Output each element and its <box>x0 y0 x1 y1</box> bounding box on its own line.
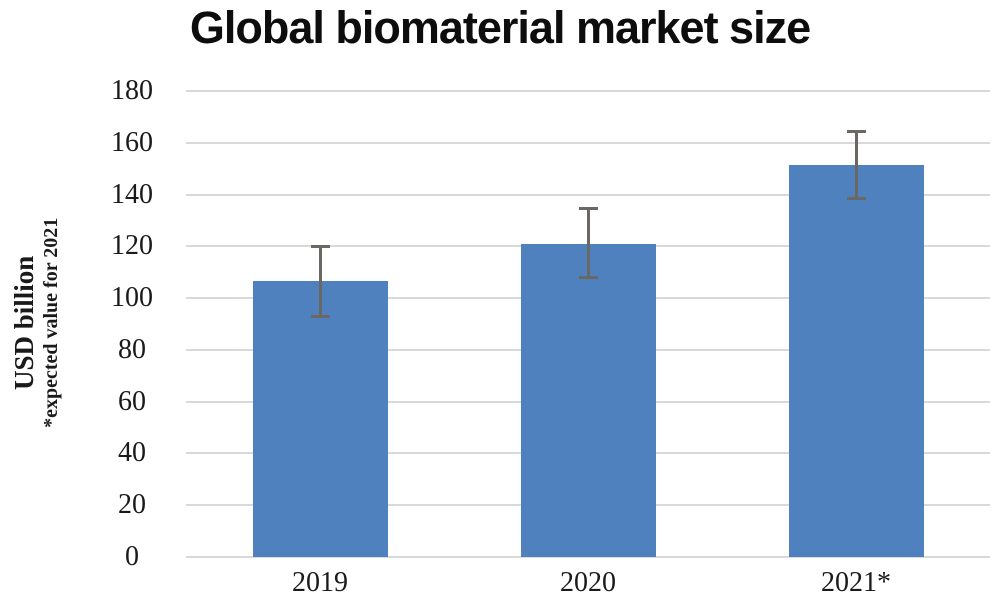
error-cap-top-2021* <box>846 129 866 133</box>
error-bar-2021* <box>854 131 858 199</box>
gridline-140 <box>186 193 990 196</box>
y-axis-title-text: USD billion <box>9 255 40 390</box>
bar-2021* <box>788 164 924 557</box>
error-cap-bottom-2019 <box>310 314 330 318</box>
y-tick-label-40: 40 <box>118 437 146 469</box>
bar-2020 <box>520 243 656 557</box>
y-tick-label-120: 120 <box>111 230 153 262</box>
chart-title: Global biomaterial market size <box>189 2 811 53</box>
y-tick-label-20: 20 <box>118 489 146 521</box>
y-axis-footnote: *expected value for 2021 <box>39 217 62 428</box>
gridline-180 <box>186 90 990 92</box>
error-bar-2019 <box>318 246 322 317</box>
y-tick-label-80: 80 <box>118 333 146 365</box>
y-tick-label-60: 60 <box>118 385 146 417</box>
error-cap-bottom-2020 <box>578 275 598 279</box>
error-cap-top-2019 <box>310 244 330 248</box>
plot-area <box>186 90 990 558</box>
gridline-0 <box>186 556 990 558</box>
y-axis-title: USD billion *expected value for 2021 <box>9 88 62 558</box>
error-bar-2020 <box>586 208 590 278</box>
y-tick-label-0: 0 <box>125 541 139 572</box>
y-tick-label-140: 140 <box>111 178 153 210</box>
bar-2019 <box>252 281 388 557</box>
x-tick-label-2020: 2020 <box>560 567 616 598</box>
y-tick-label-160: 160 <box>111 126 153 158</box>
x-tick-label-2021*: 2021* <box>821 567 891 598</box>
error-cap-bottom-2021* <box>846 196 866 200</box>
gridline-160 <box>186 141 990 144</box>
y-tick-label-180: 180 <box>111 75 153 106</box>
y-tick-label-100: 100 <box>111 282 153 314</box>
error-cap-top-2020 <box>578 207 598 211</box>
x-tick-label-2019: 2019 <box>292 567 348 598</box>
